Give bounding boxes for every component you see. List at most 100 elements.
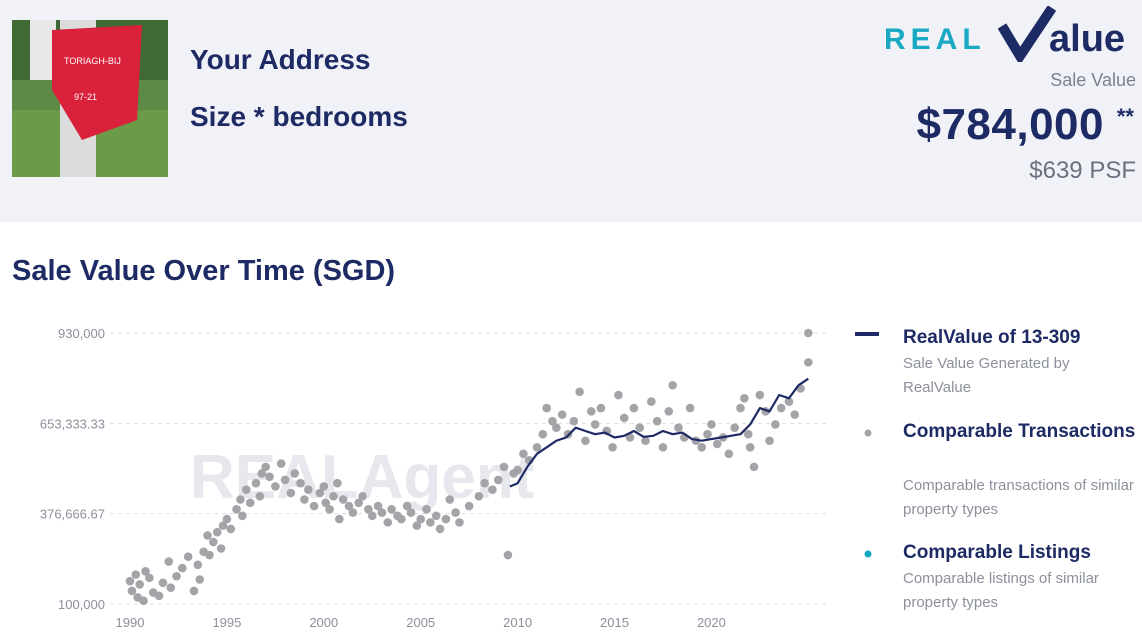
transaction-point[interactable] — [309, 501, 319, 511]
transaction-point[interactable] — [552, 423, 561, 432]
transaction-point[interactable] — [635, 423, 645, 432]
transaction-point[interactable] — [641, 436, 650, 446]
transaction-point[interactable] — [431, 511, 441, 521]
transaction-point[interactable] — [364, 505, 373, 514]
transaction-point[interactable] — [344, 501, 354, 511]
transaction-point[interactable] — [178, 563, 187, 573]
transaction-point[interactable] — [335, 514, 344, 524]
transaction-point[interactable] — [261, 462, 270, 472]
transaction-point[interactable] — [652, 416, 662, 426]
transaction-point[interactable] — [125, 576, 135, 586]
transaction-point[interactable] — [338, 495, 348, 504]
transaction-point[interactable] — [303, 485, 313, 495]
transaction-point[interactable] — [608, 442, 617, 452]
transaction-point[interactable] — [265, 472, 274, 481]
transaction-point[interactable] — [139, 596, 148, 606]
transaction-point[interactable] — [241, 485, 251, 495]
transaction-point[interactable] — [216, 544, 226, 553]
transaction-point[interactable] — [730, 423, 739, 432]
transaction-point[interactable] — [319, 482, 329, 491]
transaction-point[interactable] — [255, 491, 265, 501]
transaction-point[interactable] — [513, 465, 522, 475]
transaction-point[interactable] — [276, 459, 286, 468]
transaction-point[interactable] — [480, 478, 489, 488]
transaction-point[interactable] — [367, 511, 377, 521]
transaction-point[interactable] — [238, 511, 247, 521]
transaction-point[interactable] — [383, 518, 393, 527]
transaction-point[interactable] — [245, 498, 255, 508]
transaction-point[interactable] — [790, 410, 800, 419]
transaction-point[interactable] — [348, 508, 358, 517]
transaction-point[interactable] — [441, 514, 451, 524]
transaction-point[interactable] — [183, 552, 193, 561]
transaction-point[interactable] — [464, 501, 474, 511]
transaction-point[interactable] — [647, 397, 656, 406]
transaction-point[interactable] — [519, 449, 528, 459]
transaction-point[interactable] — [358, 491, 367, 501]
transaction-point[interactable] — [765, 436, 774, 446]
transaction-point[interactable] — [315, 488, 325, 498]
transaction-point[interactable] — [749, 462, 759, 472]
transaction-point[interactable] — [614, 390, 623, 400]
transaction-point[interactable] — [373, 501, 383, 511]
transaction-point[interactable] — [503, 550, 513, 560]
realvalue-series-line[interactable] — [509, 377, 809, 488]
transaction-point[interactable] — [784, 397, 794, 406]
transaction-point[interactable] — [377, 508, 387, 517]
transaction-point[interactable] — [164, 557, 174, 566]
transaction-point[interactable] — [189, 586, 199, 596]
transaction-point[interactable] — [435, 524, 445, 534]
transaction-point[interactable] — [685, 403, 695, 413]
transaction-point[interactable] — [499, 462, 509, 472]
transaction-point[interactable] — [145, 573, 154, 583]
transaction-point[interactable] — [397, 514, 406, 524]
transaction-point[interactable] — [416, 514, 426, 524]
transaction-point[interactable] — [195, 575, 205, 584]
transaction-point[interactable] — [538, 429, 548, 439]
transaction-point[interactable] — [586, 407, 596, 416]
transaction-point[interactable] — [724, 449, 734, 459]
transaction-point[interactable] — [493, 475, 503, 485]
transaction-point[interactable] — [532, 442, 542, 452]
transaction-point[interactable] — [406, 508, 416, 517]
transaction-point[interactable] — [212, 527, 222, 537]
transaction-point[interactable] — [257, 469, 267, 478]
transaction-point[interactable] — [629, 403, 639, 413]
transaction-point[interactable] — [222, 514, 232, 524]
transaction-point[interactable] — [333, 478, 342, 488]
transaction-point[interactable] — [488, 485, 497, 495]
transaction-point[interactable] — [619, 413, 629, 423]
transaction-point[interactable] — [455, 518, 464, 527]
transaction-point[interactable] — [329, 491, 338, 501]
transaction-point[interactable] — [804, 328, 813, 338]
transaction-point[interactable] — [325, 505, 334, 514]
transaction-point[interactable] — [745, 442, 755, 452]
transaction-point[interactable] — [387, 505, 396, 514]
transaction-point[interactable] — [203, 531, 212, 540]
transaction-point[interactable] — [697, 442, 707, 452]
transaction-point[interactable] — [271, 482, 280, 491]
transaction-point[interactable] — [280, 475, 290, 485]
transaction-point[interactable] — [804, 358, 813, 367]
transaction-point[interactable] — [154, 591, 164, 601]
transaction-point[interactable] — [658, 442, 668, 452]
transaction-point[interactable] — [205, 550, 214, 560]
transaction-point[interactable] — [674, 423, 683, 432]
transaction-point[interactable] — [412, 521, 422, 530]
transaction-point[interactable] — [321, 498, 331, 508]
transaction-point[interactable] — [226, 524, 236, 534]
transaction-point[interactable] — [625, 433, 635, 442]
transaction-point[interactable] — [402, 501, 412, 511]
transaction-point[interactable] — [664, 407, 674, 416]
transaction-point[interactable] — [445, 495, 455, 504]
transaction-point[interactable] — [474, 491, 484, 501]
transaction-point[interactable] — [426, 518, 435, 527]
transaction-point[interactable] — [740, 394, 749, 403]
transaction-point[interactable] — [743, 429, 753, 439]
transaction-point[interactable] — [712, 439, 722, 449]
transaction-point[interactable] — [581, 436, 590, 446]
transaction-point[interactable] — [590, 420, 600, 429]
transaction-point[interactable] — [548, 416, 557, 426]
transaction-point[interactable] — [422, 505, 431, 514]
transaction-point[interactable] — [542, 403, 551, 413]
